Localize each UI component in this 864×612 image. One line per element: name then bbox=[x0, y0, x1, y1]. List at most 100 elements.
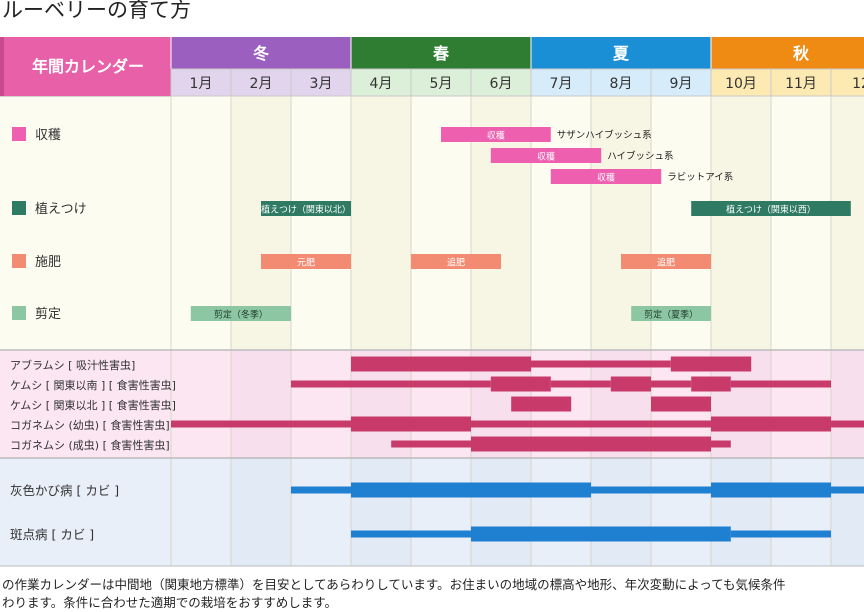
task-label: 剪定 bbox=[35, 306, 61, 322]
month-cell bbox=[230, 68, 292, 97]
task-label: 施肥 bbox=[35, 255, 61, 270]
month-cell bbox=[170, 68, 232, 97]
month-cell bbox=[650, 68, 712, 97]
pest-row-bar bbox=[171, 420, 351, 428]
month-stripe bbox=[711, 96, 771, 350]
disease-row-bar bbox=[831, 486, 864, 494]
pest-row-bar bbox=[711, 440, 731, 448]
task-bar bbox=[691, 201, 851, 216]
pest-row-bar bbox=[691, 376, 731, 392]
disease-row-label: 斑点病 [ カビ ] bbox=[10, 527, 94, 542]
month-stripe bbox=[231, 458, 291, 566]
task-bar bbox=[621, 254, 711, 269]
month-label: 5月 bbox=[430, 76, 453, 92]
pest-row-bar bbox=[610, 376, 651, 392]
month-stripe bbox=[231, 350, 291, 458]
season-band bbox=[171, 37, 351, 69]
month-label: 11月 bbox=[785, 76, 817, 92]
month-cell bbox=[350, 68, 412, 97]
season-label: 冬 bbox=[253, 44, 269, 63]
pest-row-bar bbox=[490, 376, 551, 392]
task-bar-label: 剪定（夏季） bbox=[644, 309, 698, 321]
season-label: 春 bbox=[432, 44, 450, 63]
page-title: ルーベリーの育て方 bbox=[2, 0, 191, 22]
month-stripe bbox=[711, 458, 771, 566]
pest-row-bar bbox=[291, 380, 491, 388]
month-label: 10月 bbox=[725, 76, 757, 92]
pest-row-bar bbox=[471, 436, 711, 452]
task-bar bbox=[411, 254, 501, 269]
month-stripe bbox=[831, 96, 864, 350]
month-cell bbox=[290, 68, 352, 97]
pest-row-bar bbox=[531, 360, 671, 368]
disease-row-bar bbox=[351, 482, 591, 498]
pest-row-bar bbox=[550, 380, 611, 388]
month-label: 3月 bbox=[310, 76, 333, 92]
pest-row-label: アブラムシ [ 吸汁性害虫] bbox=[10, 358, 135, 372]
footnote-line-2: わります。条件に合わせた適期での栽培をおすすめします。 bbox=[2, 595, 338, 610]
disease-row-bar bbox=[351, 530, 471, 538]
month-cell bbox=[710, 68, 772, 97]
task-bar bbox=[261, 201, 351, 216]
month-label: 6月 bbox=[490, 76, 513, 92]
disease-row-bar bbox=[291, 486, 351, 494]
pest-row-bar bbox=[730, 380, 831, 388]
pest-row-bar bbox=[351, 416, 471, 432]
month-stripe bbox=[471, 458, 531, 566]
month-label: 9月 bbox=[670, 76, 693, 92]
task-legend-swatch bbox=[12, 201, 26, 215]
task-bar bbox=[550, 169, 662, 184]
calendar-header-label: 年間カレンダー bbox=[32, 57, 144, 76]
task-bar bbox=[441, 127, 551, 142]
disease-row-bar bbox=[730, 530, 831, 538]
month-cell bbox=[770, 68, 832, 97]
task-legend-swatch bbox=[12, 127, 26, 141]
disease-row-bar bbox=[591, 486, 711, 494]
disease-row-label: 灰色かび病 [ カビ ] bbox=[10, 483, 119, 498]
season-label: 夏 bbox=[612, 44, 630, 63]
pest-row-label: ケムシ [ 関東以北 ] [ 食害性害虫] bbox=[10, 398, 176, 412]
task-bar bbox=[490, 148, 602, 163]
pest-row-bar bbox=[651, 380, 692, 388]
task-bar-label: 植えつけ（関東以北） bbox=[261, 204, 351, 216]
month-stripe bbox=[591, 458, 651, 566]
task-bar bbox=[190, 306, 291, 321]
pest-row-bar bbox=[471, 420, 711, 428]
pest-row-bar bbox=[711, 416, 831, 432]
task-bar-label: 剪定（冬季） bbox=[214, 309, 268, 321]
season-label: 秋 bbox=[793, 44, 810, 63]
pest-row-label: コガネムシ (成虫) [ 食害性害虫] bbox=[10, 438, 170, 452]
task-bar bbox=[631, 306, 711, 321]
task-bar-note: サザンハイブッシュ系 bbox=[557, 129, 652, 141]
pest-row-bar bbox=[351, 356, 531, 372]
task-bar-label: 収穫 bbox=[487, 130, 505, 142]
disease-row-bar bbox=[471, 526, 731, 542]
footnote-line-1: の作業カレンダーは中間地（関東地方標準）を目安としてあらわりしています。お住まい… bbox=[2, 577, 786, 592]
month-cell bbox=[590, 68, 652, 97]
pest-row-label: コガネムシ (幼虫) [ 食害性害虫] bbox=[10, 418, 170, 432]
task-bar-note: ハイブッシュ系 bbox=[607, 150, 673, 162]
disease-row-bar bbox=[711, 482, 831, 498]
pest-row-bar bbox=[670, 356, 752, 372]
pest-row-bar bbox=[831, 420, 864, 428]
month-label: 8月 bbox=[610, 76, 633, 92]
calendar-header-cell bbox=[0, 37, 171, 96]
month-stripe bbox=[831, 458, 864, 566]
task-bar-label: 追肥 bbox=[447, 257, 465, 269]
month-label: 12 bbox=[852, 76, 864, 92]
season-band bbox=[711, 37, 864, 69]
task-bar-note: ラビットアイ系 bbox=[667, 172, 733, 183]
month-stripe bbox=[351, 458, 411, 566]
pest-row-bar bbox=[391, 440, 471, 448]
task-bar-label: 収穫 bbox=[597, 172, 615, 184]
month-stripe bbox=[351, 96, 411, 350]
task-label: 植えつけ bbox=[35, 202, 87, 217]
pest-row-label: ケムシ [ 関東以南 ] [ 食害性害虫] bbox=[10, 378, 176, 392]
month-label: 1月 bbox=[190, 76, 213, 92]
month-cell bbox=[410, 68, 472, 97]
season-band bbox=[531, 37, 711, 69]
task-bar-label: 植えつけ（関東以西） bbox=[726, 204, 816, 216]
task-legend-swatch bbox=[12, 306, 26, 320]
month-label: 4月 bbox=[370, 76, 393, 92]
